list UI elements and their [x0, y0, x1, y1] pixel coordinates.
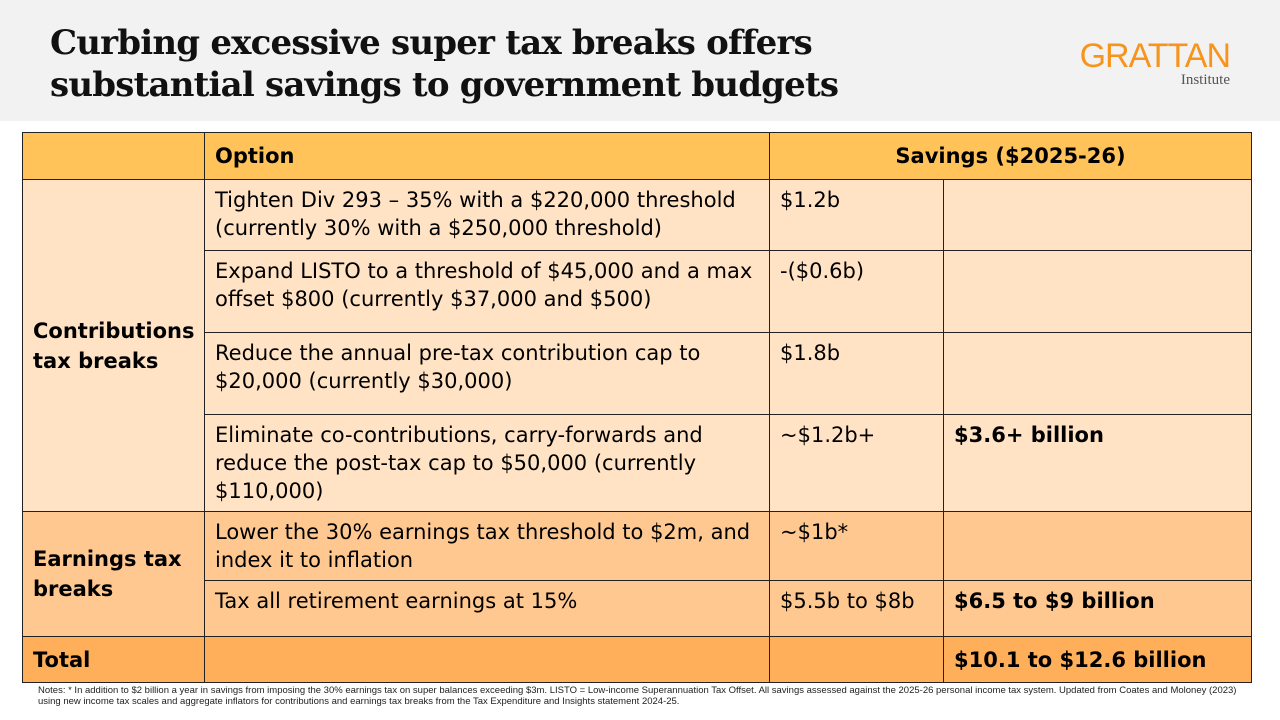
table-row: Earnings tax breaks Lower the 30% earnin…: [22, 511, 1253, 637]
option-cell: Expand LISTO to a threshold of $45,000 a…: [204, 250, 770, 333]
subtotal-cell: [942, 332, 1253, 415]
subtotal-cell: $3.6+ billion: [942, 414, 1253, 512]
subtotal-cell: [942, 511, 1253, 581]
table-row: Tax all retirement earnings at 15% $5.5b…: [23, 580, 1253, 637]
option-cell: Tighten Div 293 – 35% with a $220,000 th…: [204, 179, 770, 251]
grattan-logo: GRATTAN Institute: [1078, 37, 1231, 88]
header-savings: Savings ($2025-26): [768, 132, 1253, 180]
header-bar: Curbing excessive super tax breaks offer…: [0, 0, 1280, 121]
header-row: Option Savings ($2025-26): [22, 132, 1253, 180]
saving-cell: $1.8b: [769, 332, 944, 415]
table-row: Contributions tax breaks Tighten Div 293…: [22, 179, 1253, 512]
header-category: [22, 132, 205, 180]
option-cell: Lower the 30% earnings tax threshold to …: [204, 511, 770, 581]
page-title: Curbing excessive super tax breaks offer…: [50, 23, 839, 105]
table-row: Reduce the annual pre-tax contribution c…: [23, 332, 1253, 415]
saving-cell: -($0.6b): [769, 250, 944, 333]
group-label-contributions: Contributions tax breaks: [22, 179, 205, 512]
savings-table: Option Savings ($2025-26) Contributions …: [22, 132, 1253, 683]
logo-wordmark: GRATTAN: [1079, 37, 1231, 75]
option-cell: Reduce the annual pre-tax contribution c…: [204, 332, 770, 415]
option-cell: Eliminate co-contributions, carry-forwar…: [204, 414, 770, 512]
option-cell: Tax all retirement earnings at 15%: [204, 580, 770, 637]
subtotal-cell: [942, 250, 1253, 333]
notes: Notes: * In addition to $2 billion a yea…: [38, 685, 1237, 707]
logo-subtitle: Institute: [1180, 72, 1230, 88]
saving-cell: ~$1b*: [769, 511, 944, 581]
subtotal-cell: $6.5 to $9 billion: [942, 580, 1253, 637]
total-value: $10.1 to $12.6 billion: [942, 636, 1253, 683]
header-option: Option: [204, 132, 770, 180]
subtotal-cell: [942, 179, 1253, 251]
total-empty: [204, 636, 770, 683]
total-row: Total $10.1 to $12.6 billion: [22, 636, 1253, 683]
saving-cell: $1.2b: [769, 179, 944, 251]
group-label-earnings: Earnings tax breaks: [22, 511, 205, 637]
total-empty: [769, 636, 944, 683]
total-label: Total: [22, 636, 205, 683]
saving-cell: $5.5b to $8b: [769, 580, 944, 637]
table-row: Expand LISTO to a threshold of $45,000 a…: [23, 250, 1253, 333]
table-row: Eliminate co-contributions, carry-forwar…: [23, 414, 1253, 512]
saving-cell: ~$1.2b+: [769, 414, 944, 512]
